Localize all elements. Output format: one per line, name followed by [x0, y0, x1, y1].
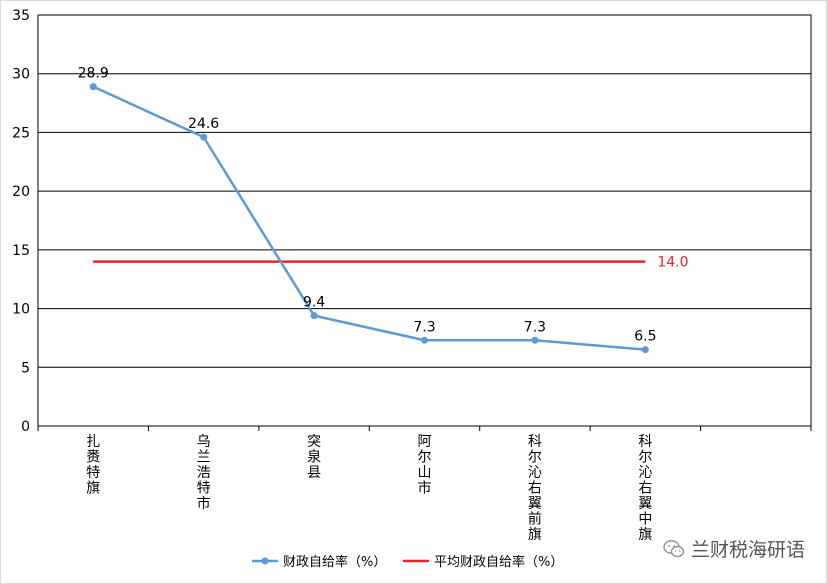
x-tick-label: 突泉县 — [307, 434, 321, 481]
y-tick-label: 30 — [12, 67, 30, 83]
data-label: 7.3 — [413, 319, 435, 335]
series-point — [310, 312, 318, 320]
legend-label-series: 财政自给率（%） — [283, 554, 386, 570]
x-tick-label: 阿尔山市 — [418, 434, 432, 497]
series-point — [200, 133, 208, 141]
legend: 财政自给率（%） 平均财政自给率（%） — [252, 554, 563, 570]
y-tick-label: 25 — [12, 125, 30, 141]
data-label: 9.4 — [303, 295, 325, 311]
y-tick-label: 15 — [12, 243, 30, 259]
y-tick-label: 20 — [12, 184, 30, 200]
plot-area — [37, 14, 812, 427]
y-tick-label: 10 — [12, 302, 30, 318]
y-tick-label: 5 — [21, 360, 30, 376]
y-tick-label: 0 — [21, 419, 30, 435]
legend-label-average: 平均财政自给率（%） — [434, 554, 563, 570]
data-label: 24.6 — [188, 116, 219, 132]
series-point — [641, 346, 649, 354]
legend-marker-series — [261, 557, 269, 565]
y-tick-label: 35 — [12, 8, 30, 24]
wechat-icon — [663, 539, 685, 557]
series-point — [531, 336, 539, 344]
data-label: 6.5 — [634, 329, 656, 345]
data-label: 28.9 — [78, 66, 109, 82]
x-tick-label: 科尔沁右翼前旗 — [528, 434, 542, 543]
data-label: 7.3 — [524, 319, 546, 335]
watermark-text: 兰财税海研语 — [690, 539, 805, 561]
average-line-label: 14.0 — [657, 255, 688, 271]
series-point — [421, 336, 428, 344]
watermark: 兰财税海研语 — [663, 535, 805, 562]
x-tick-label: 乌兰浩特市 — [197, 434, 211, 512]
x-tick-label: 扎赉特旗 — [86, 434, 100, 497]
series-point — [89, 83, 97, 91]
x-tick-label: 科尔沁右翼中旗 — [638, 434, 652, 543]
series-line — [92, 85, 646, 351]
